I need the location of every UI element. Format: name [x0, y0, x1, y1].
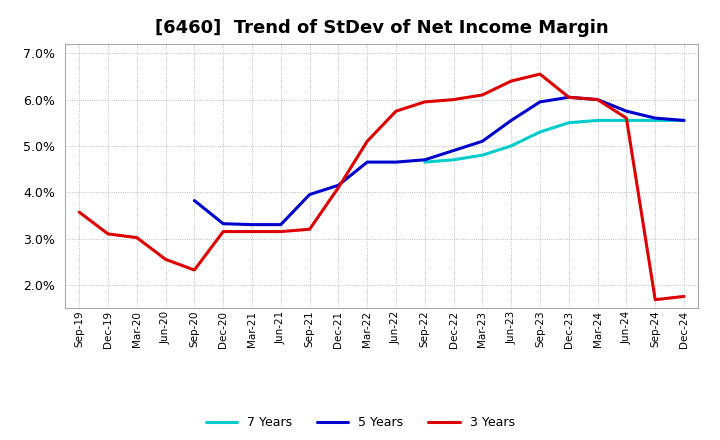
5 Years — [363, 159, 372, 165]
3 Years — [651, 297, 660, 302]
5 Years — [593, 97, 602, 102]
3 Years — [420, 99, 429, 105]
3 Years — [132, 235, 141, 240]
5 Years — [507, 118, 516, 123]
5 Years — [392, 159, 400, 165]
5 Years — [651, 115, 660, 121]
7 Years — [420, 159, 429, 165]
Legend: 7 Years, 5 Years, 3 Years: 7 Years, 5 Years, 3 Years — [200, 411, 520, 434]
Title: [6460]  Trend of StDev of Net Income Margin: [6460] Trend of StDev of Net Income Marg… — [155, 19, 608, 37]
7 Years — [449, 157, 458, 162]
5 Years — [190, 198, 199, 203]
7 Years — [651, 118, 660, 123]
3 Years — [305, 227, 314, 232]
3 Years — [478, 92, 487, 98]
Line: 7 Years: 7 Years — [425, 121, 684, 162]
3 Years — [161, 257, 170, 262]
7 Years — [507, 143, 516, 149]
5 Years — [305, 192, 314, 197]
7 Years — [536, 129, 544, 135]
5 Years — [334, 183, 343, 188]
5 Years — [564, 95, 573, 100]
3 Years — [104, 231, 112, 237]
5 Years — [248, 222, 256, 227]
5 Years — [478, 139, 487, 144]
5 Years — [680, 118, 688, 123]
3 Years — [449, 97, 458, 102]
7 Years — [478, 153, 487, 158]
7 Years — [680, 118, 688, 123]
3 Years — [75, 209, 84, 215]
7 Years — [593, 118, 602, 123]
Line: 5 Years: 5 Years — [194, 97, 684, 225]
7 Years — [564, 120, 573, 125]
5 Years — [536, 99, 544, 105]
3 Years — [219, 229, 228, 234]
3 Years — [392, 109, 400, 114]
Line: 3 Years: 3 Years — [79, 74, 684, 300]
3 Years — [680, 294, 688, 299]
5 Years — [622, 109, 631, 114]
5 Years — [420, 157, 429, 162]
3 Years — [334, 185, 343, 190]
5 Years — [219, 221, 228, 226]
5 Years — [449, 148, 458, 153]
3 Years — [363, 139, 372, 144]
3 Years — [190, 268, 199, 273]
3 Years — [276, 229, 285, 234]
3 Years — [593, 97, 602, 102]
3 Years — [564, 95, 573, 100]
7 Years — [622, 118, 631, 123]
3 Years — [536, 71, 544, 77]
5 Years — [276, 222, 285, 227]
3 Years — [507, 78, 516, 84]
3 Years — [248, 229, 256, 234]
3 Years — [622, 115, 631, 121]
